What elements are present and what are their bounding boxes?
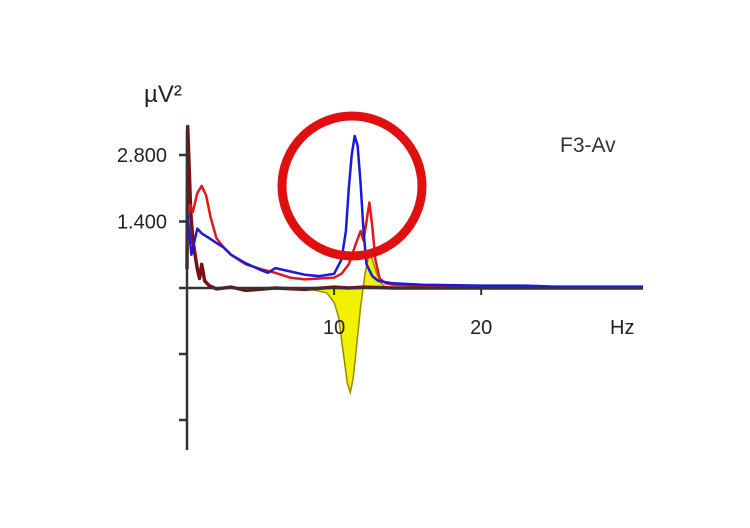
- highlight-circle: [277, 111, 427, 261]
- x-tick-label: 20: [470, 317, 492, 339]
- y-tick-label: 2.800: [117, 145, 167, 167]
- channel-label: F3-Av: [560, 134, 616, 157]
- tick-labels: 1.400 2.800 10 20: [117, 145, 492, 339]
- y-unit-label: µV²: [144, 81, 182, 108]
- series-red-line: [185, 184, 643, 289]
- axes: [179, 130, 643, 450]
- x-unit-label: Hz: [610, 317, 634, 339]
- y-tick-label: 1.400: [117, 212, 167, 234]
- x-tick-label: 10: [323, 317, 345, 339]
